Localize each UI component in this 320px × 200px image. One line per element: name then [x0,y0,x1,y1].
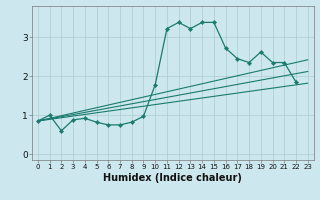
X-axis label: Humidex (Indice chaleur): Humidex (Indice chaleur) [103,173,242,183]
